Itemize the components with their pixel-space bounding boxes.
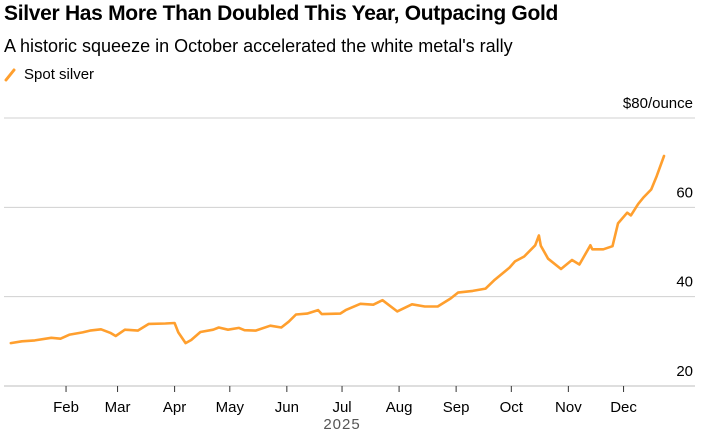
x-tick-label: May [216,399,245,416]
legend-label: Spot silver [24,66,95,83]
x-tick-label: Nov [555,399,582,416]
legend-line-swatch-icon [4,68,16,81]
x-tick-label: Jul [332,399,351,416]
x-tick-label: Mar [105,399,131,416]
y-tick-label: $80/ounce [623,95,693,112]
y-tick-label: 40 [676,274,693,291]
x-tick-label: Oct [500,399,524,416]
x-tick-label: Jun [275,399,299,416]
x-tick-label: Apr [163,399,186,416]
x-tick-label: Dec [610,399,637,416]
y-tick-label: 60 [676,184,693,201]
x-tick-label: Feb [53,399,79,416]
x-axis-year-label: 2025 [323,416,360,433]
y-tick-label: 20 [676,363,693,380]
x-tick-label: Sep [443,399,470,416]
series-line-spot-silver [9,154,666,345]
chart-subtitle: A historic squeeze in October accelerate… [4,36,513,56]
legend: Spot silver [4,66,94,83]
x-tick-label: Aug [386,399,413,416]
chart-title: Silver Has More Than Doubled This Year, … [4,2,559,25]
